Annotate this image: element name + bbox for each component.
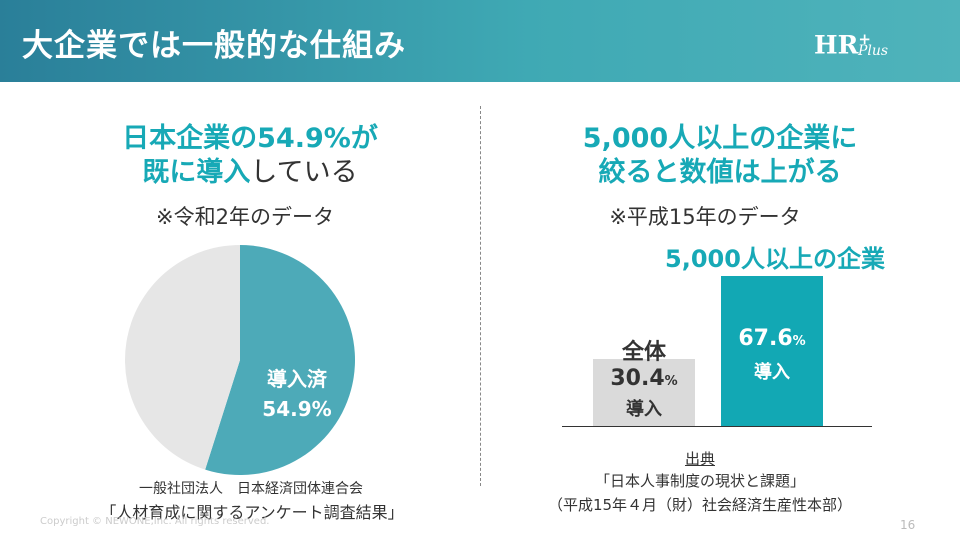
hr-plus-logo: HR+ Plus bbox=[814, 28, 904, 62]
all-companies-sub: 導入 bbox=[626, 399, 662, 420]
large-companies-sub: 導入 bbox=[754, 362, 790, 383]
all-companies-label: 全体 bbox=[621, 340, 666, 365]
copyright: Copyright © NEWONE,Inc. All rights reser… bbox=[40, 516, 270, 527]
left-source-line1: 一般社団法人 日本経済団体連合会 bbox=[139, 481, 363, 497]
bar-large-companies bbox=[721, 276, 823, 426]
right-note: ※平成15年のデータ bbox=[609, 205, 801, 229]
left-note: ※令和2年のデータ bbox=[156, 205, 334, 229]
left-heading-line2: 既に導入している bbox=[142, 157, 358, 188]
bar-baseline bbox=[562, 426, 872, 427]
left-source-line2: 「人材育成に関するアンケート調査結果」 bbox=[100, 503, 404, 522]
left-heading-line1: 日本企業の54.9%が bbox=[122, 123, 378, 154]
all-companies-value: 30.4% bbox=[610, 366, 678, 391]
large-companies-value: 67.6% bbox=[738, 326, 806, 351]
large-company-label: 5,000人以上の企業 bbox=[665, 245, 885, 273]
slide-header: 大企業では一般的な仕組み HR+ Plus bbox=[0, 0, 960, 82]
page-number: 16 bbox=[900, 518, 916, 532]
slide-title: 大企業では一般的な仕組み bbox=[22, 28, 406, 64]
right-source-line1: 「日本人事制度の現状と課題」 bbox=[594, 472, 805, 490]
right-heading-line2: 絞ると数値は上がる bbox=[598, 157, 842, 188]
pie-label: 導入済 54.9% bbox=[238, 364, 356, 424]
pie-label-line1: 導入済 bbox=[267, 367, 327, 391]
pie-chart bbox=[125, 245, 356, 475]
right-source-title: 出典 bbox=[684, 450, 715, 468]
pie-slice-introduced bbox=[205, 245, 356, 475]
right-heading-line1: 5,000人以上の企業に bbox=[582, 123, 858, 154]
logo-main-text: HR+ bbox=[814, 30, 871, 60]
center-divider bbox=[480, 106, 481, 486]
pie-slice-other bbox=[125, 245, 240, 470]
logo-sub-text: Plus bbox=[858, 43, 889, 59]
pie-label-line2: 54.9% bbox=[262, 397, 332, 421]
bar-all-companies bbox=[593, 359, 695, 426]
right-source-line2: （平成15年４月（財）社会経済生産性本部） bbox=[547, 496, 853, 514]
